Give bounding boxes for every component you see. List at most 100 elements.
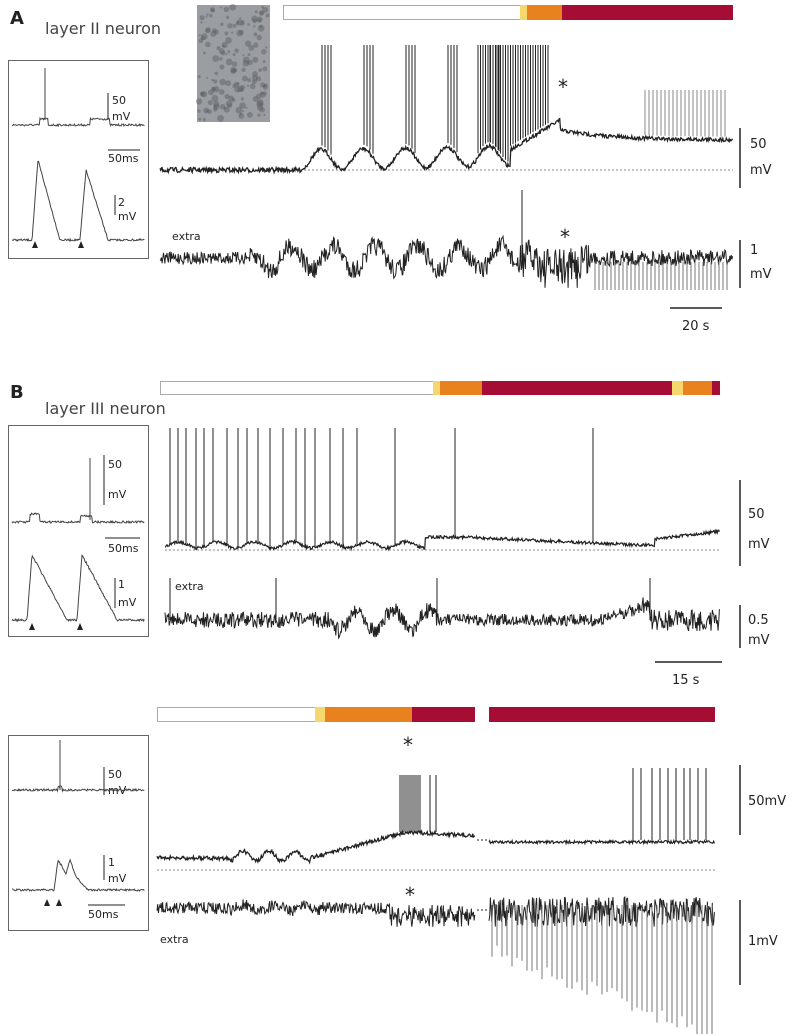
cell — [247, 112, 253, 118]
cell — [220, 6, 222, 8]
cell — [213, 79, 217, 83]
trace — [489, 841, 714, 844]
cell — [224, 107, 230, 113]
trace-label: extra — [175, 580, 204, 593]
trace-label: extra — [160, 933, 189, 946]
scale-label: 50ms — [88, 908, 119, 921]
scale-label: mV — [748, 537, 770, 552]
cell — [225, 53, 227, 55]
spikes — [170, 578, 650, 620]
cell — [217, 115, 224, 122]
marker — [44, 899, 62, 906]
cell — [266, 13, 270, 17]
cell — [226, 59, 233, 66]
marker — [32, 241, 84, 248]
cell — [251, 16, 258, 23]
cell — [224, 7, 229, 12]
trace — [12, 513, 144, 523]
cell — [206, 13, 208, 15]
condition-bar — [712, 381, 720, 395]
cell — [250, 84, 256, 90]
asterisk: * — [558, 75, 568, 99]
figure: A layer II neuron 50 mV 50ms 2 mV * extr… — [0, 0, 794, 1034]
cell — [203, 118, 206, 121]
scale-label: 50 — [750, 137, 767, 152]
condition-bar — [158, 708, 316, 722]
spikes — [595, 262, 727, 290]
cell — [222, 44, 225, 47]
scale-label: 20 s — [682, 319, 710, 334]
cell — [241, 68, 245, 72]
spikes — [633, 768, 706, 840]
asterisk: * — [560, 225, 570, 249]
scale-label: mV — [118, 596, 137, 609]
cell — [200, 92, 204, 96]
cell — [219, 79, 226, 86]
cell — [214, 30, 219, 35]
cell — [260, 102, 263, 105]
cell — [219, 89, 225, 95]
trace — [165, 530, 719, 549]
cell — [252, 75, 258, 81]
cell — [258, 68, 262, 72]
scale-label: 2 — [118, 196, 125, 209]
cell — [201, 33, 208, 40]
cell — [198, 75, 201, 78]
cell — [219, 65, 224, 70]
inset-box — [9, 736, 149, 931]
cell — [205, 28, 210, 33]
condition-bar — [672, 381, 683, 395]
cell — [261, 49, 267, 55]
cell — [241, 97, 244, 100]
spikes — [400, 775, 436, 832]
cell — [227, 23, 232, 28]
scale-label: 50ms — [108, 152, 139, 165]
cell — [259, 25, 262, 28]
scale-label: mV — [108, 488, 127, 501]
cell — [253, 25, 255, 27]
scale-label: 50ms — [108, 542, 139, 555]
cell — [200, 21, 202, 23]
cell — [220, 22, 223, 25]
cell — [210, 7, 215, 12]
condition-bar — [315, 707, 325, 722]
trace — [157, 831, 475, 863]
cell — [226, 16, 229, 19]
cell — [228, 96, 234, 102]
scale-label: mV — [118, 210, 137, 223]
condition-bar — [520, 5, 527, 20]
spikes — [645, 90, 725, 137]
scale-label: 0.5 — [748, 613, 769, 628]
scale-label: 50mV — [748, 794, 786, 809]
condition-bar — [284, 6, 521, 20]
scale-label: mV — [750, 267, 772, 282]
scale-label: mV — [750, 163, 772, 178]
cell — [234, 48, 238, 52]
cell — [242, 54, 244, 56]
scale-label: 1mV — [748, 934, 778, 949]
cell — [263, 60, 266, 63]
trace — [160, 119, 733, 173]
cell — [238, 113, 244, 119]
condition-bar — [440, 381, 482, 395]
cell — [253, 32, 257, 36]
spikes — [322, 45, 548, 161]
cell — [232, 61, 237, 66]
cell — [199, 34, 201, 36]
cell — [255, 10, 258, 13]
panel-label: B — [10, 382, 24, 403]
cell — [225, 37, 232, 44]
asterisk: * — [403, 733, 413, 757]
cell — [233, 53, 236, 56]
cell — [239, 30, 244, 35]
cell — [199, 15, 204, 20]
condition-bar — [433, 381, 440, 395]
trace — [157, 899, 475, 927]
cell — [242, 110, 244, 112]
cell — [211, 95, 218, 102]
cell — [212, 55, 219, 62]
cell — [263, 114, 265, 116]
cell — [242, 76, 248, 82]
cell — [206, 77, 208, 79]
cell — [257, 35, 262, 40]
